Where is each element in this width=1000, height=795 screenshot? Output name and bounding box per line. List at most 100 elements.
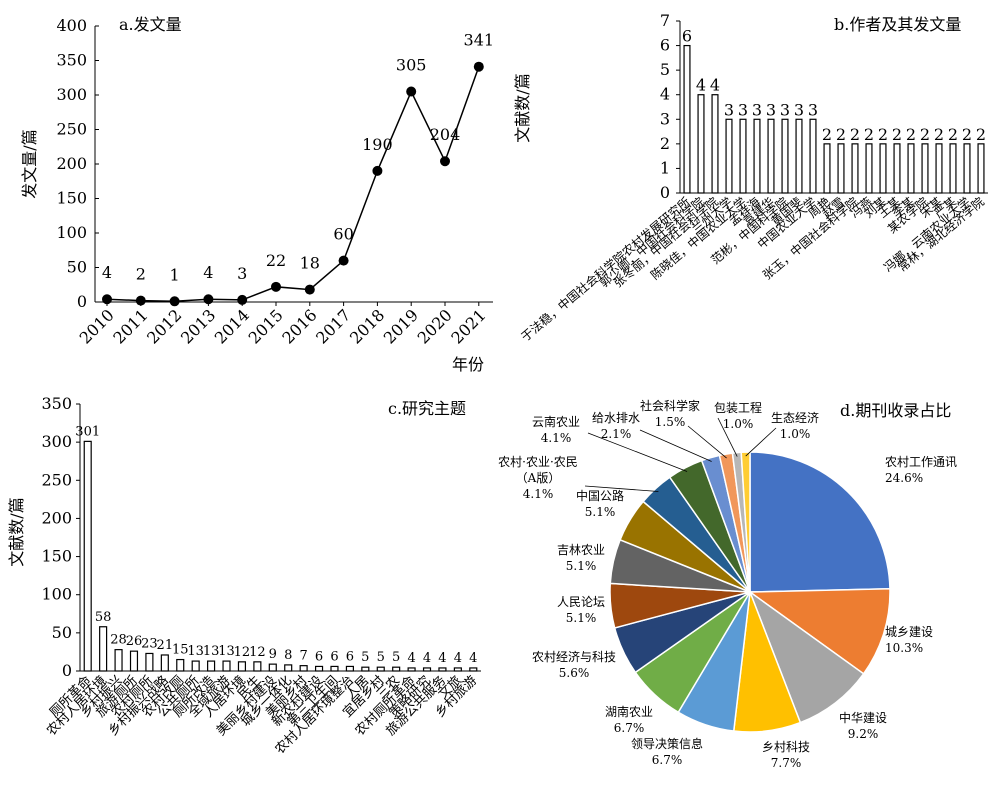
a-data-point [304,284,315,295]
b-data-label: 4 [710,76,720,95]
a-series-line [106,66,480,303]
c-bar [438,667,447,672]
c-data-label: 28 [110,633,127,648]
c-data-label: 4 [469,651,477,666]
c-data-label: 12 [249,645,266,660]
d-slice-pct: 7.7% [771,756,802,770]
d-slice-pct: 10.3% [885,641,923,655]
d-slice-pct: 1.0% [780,427,811,441]
b-y-tick-label: 3 [660,109,670,128]
a-data-point [372,165,383,176]
c-bar [314,665,324,672]
d-leader-line [717,417,738,457]
c-y-tick-label: 200 [41,508,72,527]
b-data-label: 2 [976,125,986,144]
d-slice-pct: 5.6% [559,666,590,680]
b-y-tick-label: 6 [660,36,670,55]
c-bar [145,652,154,672]
c-bar [268,663,277,672]
c-bar [129,650,139,672]
b-bar [837,143,845,194]
a-x-tick-label: 2013 [177,305,219,347]
c-bar [422,667,432,672]
d-slice-label: 农村·农业·农民 [498,455,578,469]
a-data-point [338,255,349,266]
c-bar [361,666,370,672]
b-y-tick-label: 7 [660,11,670,30]
d-leader-line [584,485,659,492]
c-bar [222,660,231,672]
d-leader-line [639,429,712,462]
b-bar [739,118,747,194]
b-y-tick-label: 2 [660,134,670,153]
b-data-label: 2 [934,125,944,144]
a-data-label: 4 [203,263,213,282]
c-y-tick-label: 50 [52,623,72,642]
d-slice-pct: 9.2% [848,727,879,741]
d-slice-label: 给水排水 [592,411,640,425]
c-y-axis-title: 文献数/篇 [7,497,26,566]
d-slice-label: 城乡建设 [885,625,933,639]
a-data-label: 1 [170,265,180,284]
b-y-tick-label: 1 [660,158,670,177]
b-y-tick-label: 4 [660,85,670,104]
c-data-label: 6 [330,649,338,664]
c-data-label: 26 [126,634,143,649]
c-data-label: 23 [141,636,158,651]
a-data-point [169,296,180,307]
a-data-label: 22 [266,251,286,270]
c-bar [376,666,385,672]
a-data-label: 341 [464,31,495,50]
b-bar [963,143,971,194]
a-data-label: 190 [362,135,393,154]
a-data-point [473,61,484,72]
d-slice-label: 人民论坛 [557,595,605,609]
d-slice-label: 湖南农业 [605,704,653,719]
b-y-axis-title: 文献数/篇 [513,73,532,142]
c-bar [345,665,354,672]
c-data-label: 6 [315,649,323,664]
c-y-tick-label: 350 [41,394,72,413]
c-data-label: 13 [187,644,204,659]
b-bar [977,143,985,194]
d-slice-pct: 2.1% [601,427,632,441]
a-data-point [271,281,281,292]
b-bar [823,143,831,194]
a-x-tick-label: 2012 [143,305,185,347]
d-slice-label: 农村经济与科技 [532,649,616,664]
c-data-label: 13 [218,644,235,659]
b-data-label: 2 [864,125,874,144]
b-data-label: 2 [892,125,902,144]
a-data-label: 60 [333,225,353,244]
a-x-tick-label: 2016 [278,305,320,347]
c-data-label: 58 [95,610,112,625]
a-y-tick-label: 350 [56,51,87,70]
d-slice-label: 中华建设 [839,710,887,725]
a-x-tick-label: 2010 [76,305,118,347]
b-data-label: 2 [962,125,972,144]
a-y-tick-label: 0 [77,292,87,311]
a-data-point [203,294,214,305]
a-data-point [237,294,248,305]
a-y-tick-label: 100 [56,223,87,242]
b-bar [949,143,957,194]
c-y-tick-label: 150 [41,547,72,566]
b-bar [935,143,943,194]
c-bar [99,626,108,672]
a-x-tick-label: 2017 [312,305,354,347]
c-bar [407,667,416,672]
b-bar [921,143,929,194]
d-slice-pct: 1.5% [655,415,686,429]
c-bar [453,667,462,672]
d-slice [747,587,891,675]
b-bar [767,118,775,194]
c-bar [114,649,123,672]
a-title: a.发文量 [119,15,182,34]
b-data-label: 3 [794,100,804,119]
c-data-label: 13 [203,644,220,659]
c-data-label: 4 [423,651,431,666]
c-bar [191,660,200,672]
d-leader-line [587,432,688,472]
c-bar [237,661,247,672]
